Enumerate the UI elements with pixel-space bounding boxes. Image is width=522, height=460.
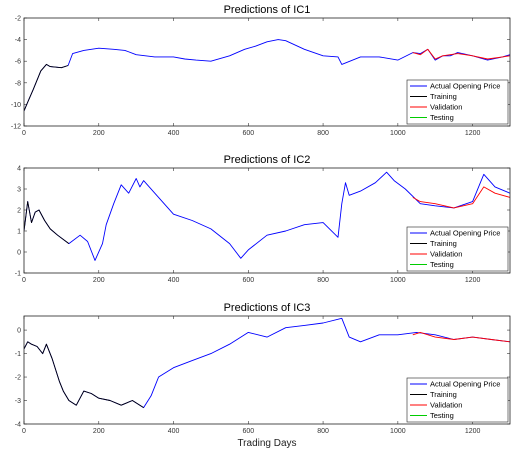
legend-label: Actual Opening Price bbox=[430, 380, 500, 389]
y-tick-label: -4 bbox=[15, 37, 21, 44]
chart-title: Predictions of IC2 bbox=[224, 154, 311, 166]
y-tick-label: -2 bbox=[15, 16, 21, 23]
x-tick-label: 0 bbox=[22, 428, 26, 435]
series-line-training bbox=[24, 201, 70, 244]
y-tick-label: -12 bbox=[11, 124, 21, 131]
legend-label: Testing bbox=[430, 260, 454, 269]
legend-box bbox=[406, 377, 509, 423]
chart-title: Predictions of IC3 bbox=[224, 302, 311, 314]
series-line-validation bbox=[412, 48, 510, 60]
legend-box bbox=[406, 79, 509, 125]
legend-label: Testing bbox=[430, 411, 454, 420]
y-tick-label: -1 bbox=[15, 351, 21, 358]
x-tick-label: 800 bbox=[317, 130, 329, 137]
plot-frame bbox=[23, 315, 511, 425]
legend-label: Actual Opening Price bbox=[430, 229, 500, 238]
chart-panel-2: Predictions of IC2 0 200 400 600 800 1000 1200 -… bbox=[15, 154, 511, 284]
plot-frame bbox=[23, 17, 511, 127]
y-tick-label: -8 bbox=[15, 80, 21, 87]
legend-label: Testing bbox=[430, 113, 454, 122]
x-tick-label: 1200 bbox=[465, 277, 481, 284]
x-tick-label: 0 bbox=[22, 277, 26, 284]
legend-label: Training bbox=[430, 92, 457, 101]
x-tick-label: 200 bbox=[93, 130, 105, 137]
x-tick-label: 1000 bbox=[390, 277, 406, 284]
x-tick-label: 800 bbox=[317, 277, 329, 284]
x-tick-label: 1000 bbox=[390, 428, 406, 435]
y-tick-label: -3 bbox=[15, 398, 21, 405]
x-tick-label: 600 bbox=[242, 277, 254, 284]
series-line-training bbox=[24, 63, 69, 112]
chart-panel-3: Predictions of IC3 0 200 400 600 800 1000 1200 -… bbox=[15, 302, 511, 449]
x-tick-label: 800 bbox=[317, 428, 329, 435]
y-tick-label: -6 bbox=[15, 59, 21, 66]
x-tick-label: 400 bbox=[168, 428, 180, 435]
y-tick-label: -10 bbox=[11, 102, 21, 109]
y-tick-label: 2 bbox=[17, 208, 21, 215]
y-tick-label: -4 bbox=[15, 422, 21, 429]
y-tick-label: -2 bbox=[15, 375, 21, 382]
x-tick-label: 1200 bbox=[465, 428, 481, 435]
x-tick-label: 400 bbox=[168, 130, 180, 137]
series-line-validation bbox=[412, 186, 510, 209]
x-tick-label: 600 bbox=[242, 130, 254, 137]
y-tick-label: 4 bbox=[17, 166, 21, 173]
legend-label: Training bbox=[430, 390, 457, 399]
legend-box bbox=[406, 226, 509, 272]
legend-label: Validation bbox=[430, 103, 462, 112]
y-tick-label: -1 bbox=[15, 271, 21, 278]
x-tick-label: 200 bbox=[93, 277, 105, 284]
x-axis-label: Trading Days bbox=[237, 438, 296, 449]
series-line-validation bbox=[412, 331, 510, 343]
x-tick-label: 200 bbox=[93, 428, 105, 435]
x-tick-label: 1200 bbox=[465, 130, 481, 137]
legend-label: Actual Opening Price bbox=[430, 82, 500, 91]
plot-frame bbox=[23, 167, 511, 274]
x-tick-label: 600 bbox=[242, 428, 254, 435]
x-tick-label: 400 bbox=[168, 277, 180, 284]
series-line-training bbox=[24, 341, 144, 408]
y-tick-label: 3 bbox=[17, 187, 21, 194]
x-tick-label: 0 bbox=[22, 130, 26, 137]
chart-panel-1: Predictions of IC1 0 200 400 600 800 1000 1200 -… bbox=[11, 4, 511, 137]
legend-label: Training bbox=[430, 239, 457, 248]
y-tick-label: 1 bbox=[17, 229, 21, 236]
chart-title: Predictions of IC1 bbox=[224, 4, 311, 16]
legend-label: Validation bbox=[430, 250, 462, 259]
y-tick-label: 0 bbox=[17, 328, 21, 335]
x-tick-label: 1000 bbox=[390, 130, 406, 137]
y-tick-label: 0 bbox=[17, 250, 21, 257]
legend-label: Validation bbox=[430, 401, 462, 410]
